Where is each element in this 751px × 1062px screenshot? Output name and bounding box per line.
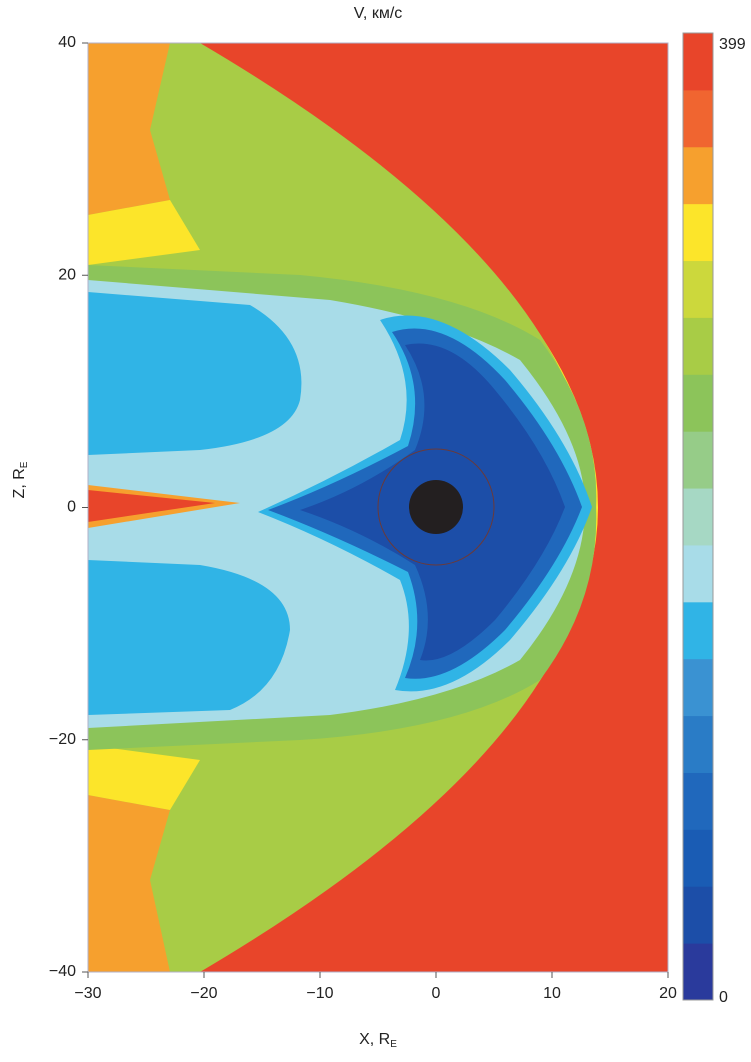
colorbar-band <box>683 886 713 943</box>
chart: V, км/с X, RE Z, RE −30 −20 −10 0 10 20 −40 −20… <box>0 0 751 1062</box>
field <box>88 43 668 972</box>
x-tick-label: 10 <box>543 985 561 1002</box>
x-tick-label: 20 <box>659 985 677 1002</box>
colorbar-band <box>683 716 713 773</box>
colorbar-band <box>683 33 713 90</box>
colorbar-band <box>683 147 713 204</box>
colorbar-tick-label: 399 <box>719 36 746 53</box>
colorbar-band <box>683 374 713 431</box>
earth <box>409 480 463 534</box>
x-tick-label: −10 <box>306 985 333 1002</box>
x-tick-label: 0 <box>432 985 441 1002</box>
colorbar-tick-label: 0 <box>719 989 728 1006</box>
colorbar-band <box>683 829 713 886</box>
y-tick-label: 20 <box>58 266 76 283</box>
y-tick-label: 0 <box>67 499 76 516</box>
colorbar-band <box>683 659 713 716</box>
x-axis-label: X, RE <box>359 1031 397 1049</box>
colorbar-band <box>683 772 713 829</box>
colorbar-band <box>683 943 713 1000</box>
colorbar-band <box>683 602 713 659</box>
y-tick-label: 40 <box>58 34 76 51</box>
x-tick-label: −20 <box>190 985 217 1002</box>
colorbar-band <box>683 317 713 374</box>
y-axis-label: Z, RE <box>11 461 29 498</box>
colorbar-band <box>683 90 713 147</box>
chart-title: V, км/с <box>354 5 403 22</box>
colorbar-band <box>683 431 713 488</box>
colorbar-band <box>683 204 713 261</box>
colorbar-band <box>683 545 713 602</box>
colorbar-band <box>683 488 713 545</box>
x-tick-label: −30 <box>74 985 101 1002</box>
colorbar-band <box>683 261 713 318</box>
y-tick-label: −20 <box>49 731 76 748</box>
y-tick-label: −40 <box>49 963 76 980</box>
